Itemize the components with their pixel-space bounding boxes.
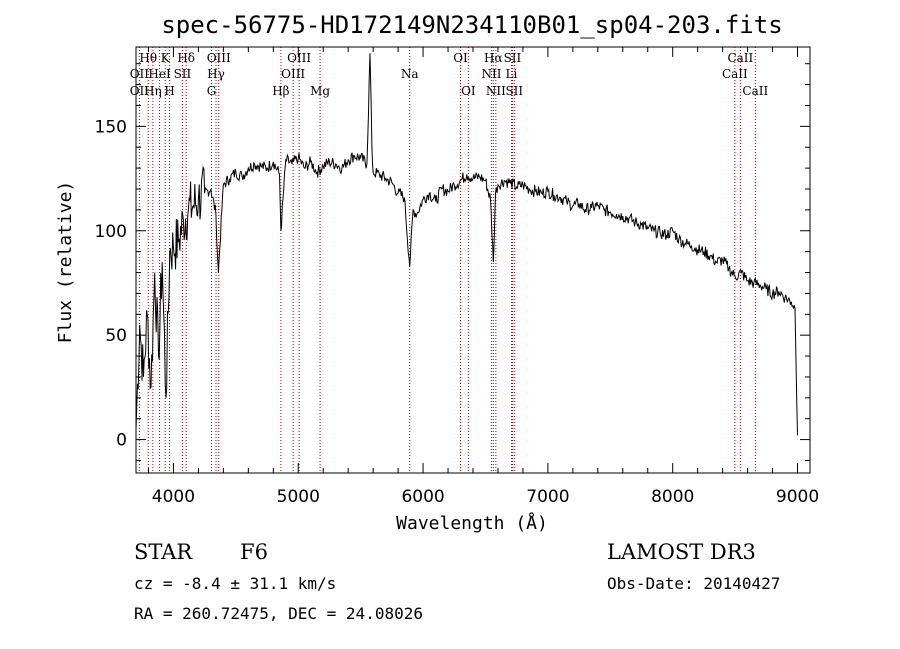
spectral-line-label: Hα xyxy=(484,51,503,65)
spectral-line-label: CaII xyxy=(742,84,768,98)
y-axis-label: Flux (relative) xyxy=(55,181,76,344)
spectral-line-label: NII xyxy=(486,84,506,98)
survey-name: LAMOST DR3 xyxy=(607,540,756,564)
spectral-line-label: Hβ xyxy=(272,84,289,98)
x-axis-label: Wavelength (Å) xyxy=(396,512,548,534)
spectral-line-label: OI xyxy=(461,84,476,98)
spectral-line-label: SII xyxy=(505,84,523,98)
y-tick-label: 100 xyxy=(95,222,127,242)
spectral-line-label: SII xyxy=(174,67,192,81)
redshift-velocity: cz = -8.4 ± 31.1 km/s xyxy=(134,574,337,593)
x-axis-ticks: 4000 5000 6000 7000 8000 9000 xyxy=(147,47,819,507)
spectral-line-label: OIII xyxy=(207,51,231,65)
x-tick-label: 7000 xyxy=(526,487,569,507)
observation-date: Obs-Date: 20140427 xyxy=(607,574,781,593)
y-tick-label: 0 xyxy=(116,431,127,451)
spectral-line-label: SII xyxy=(504,51,522,65)
spectral-line-label: Li xyxy=(506,67,518,81)
x-tick-label: 4000 xyxy=(152,487,195,507)
flux-series-line xyxy=(135,53,798,436)
x-tick-label: 6000 xyxy=(401,487,444,507)
spectral-line-label: H xyxy=(164,84,174,98)
spectral-line-label: Hδ xyxy=(177,51,195,65)
spectral-line-label: NII xyxy=(481,67,501,81)
x-tick-label: 5000 xyxy=(277,487,320,507)
spectral-line-label: OIII xyxy=(281,67,305,81)
y-tick-label: 50 xyxy=(105,326,127,346)
spectral-subclass: F6 xyxy=(240,540,268,564)
x-tick-label: 9000 xyxy=(776,487,819,507)
spectral-line-label: G xyxy=(207,84,217,98)
spectral-line-label: K xyxy=(161,51,171,65)
spectral-line-label: OII xyxy=(130,67,150,81)
spectral-line-label: Hη xyxy=(144,84,162,98)
chart-title: spec-56775-HD172149N234110B01_sp04-203.f… xyxy=(161,11,782,39)
spectral-line-label: HeI xyxy=(148,67,171,81)
spectral-line-label: Hγ xyxy=(207,67,225,81)
spectral-line-label: CaII xyxy=(727,51,753,65)
y-axis-ticks: 0 50 100 150 xyxy=(95,63,810,461)
spectral-line-label: OI xyxy=(453,51,468,65)
spectral-line-label: OII xyxy=(130,84,150,98)
spectral-line-label: Na xyxy=(401,67,419,81)
spectral-line-label: Hθ xyxy=(139,51,157,65)
coordinates: RA = 260.72475, DEC = 24.08026 xyxy=(134,604,423,623)
spectral-line-label: CaII xyxy=(722,67,748,81)
object-class: STAR xyxy=(134,540,193,564)
x-tick-label: 8000 xyxy=(651,487,694,507)
spectral-line-label: Mg xyxy=(310,84,330,98)
y-tick-label: 150 xyxy=(95,117,127,137)
spectral-line-label: OIII xyxy=(287,51,311,65)
spectral-line-markers xyxy=(138,47,756,473)
